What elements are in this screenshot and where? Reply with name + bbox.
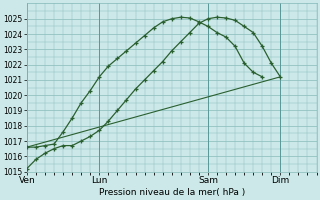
- X-axis label: Pression niveau de la mer( hPa ): Pression niveau de la mer( hPa ): [99, 188, 245, 197]
